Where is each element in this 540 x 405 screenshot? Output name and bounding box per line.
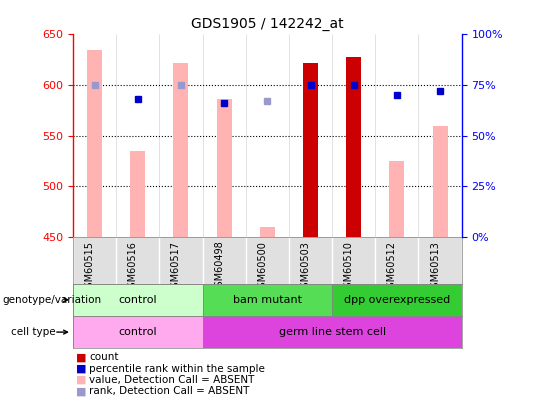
- Text: genotype/variation: genotype/variation: [3, 295, 102, 305]
- Text: ■: ■: [76, 364, 86, 373]
- Text: ■: ■: [76, 386, 86, 396]
- Text: control: control: [118, 295, 157, 305]
- Bar: [303, 63, 318, 237]
- Text: dpp overexpressed: dpp overexpressed: [344, 295, 450, 305]
- Text: GSM60513: GSM60513: [430, 241, 440, 294]
- Text: control: control: [118, 327, 157, 337]
- Text: GSM60498: GSM60498: [214, 241, 224, 293]
- Text: ■: ■: [76, 375, 86, 385]
- Text: GSM60512: GSM60512: [387, 241, 397, 294]
- Bar: [202, 316, 462, 348]
- Text: GSM60500: GSM60500: [257, 241, 267, 294]
- Bar: [73, 284, 202, 316]
- Bar: [389, 161, 404, 237]
- Bar: [260, 227, 275, 237]
- Text: cell type: cell type: [11, 327, 56, 337]
- Text: ■: ■: [76, 352, 86, 362]
- Text: GSM60517: GSM60517: [171, 241, 181, 294]
- Bar: [173, 63, 188, 237]
- Text: percentile rank within the sample: percentile rank within the sample: [89, 364, 265, 373]
- Text: GSM60516: GSM60516: [127, 241, 138, 294]
- Bar: [87, 50, 102, 237]
- Bar: [217, 99, 232, 237]
- Bar: [346, 57, 361, 237]
- Text: germ line stem cell: germ line stem cell: [279, 327, 386, 337]
- Text: rank, Detection Call = ABSENT: rank, Detection Call = ABSENT: [89, 386, 249, 396]
- Bar: [433, 126, 448, 237]
- Bar: [73, 316, 202, 348]
- Text: value, Detection Call = ABSENT: value, Detection Call = ABSENT: [89, 375, 254, 385]
- Bar: [332, 284, 462, 316]
- Text: GSM60503: GSM60503: [300, 241, 310, 294]
- Text: GSM60515: GSM60515: [84, 241, 94, 294]
- Text: bam mutant: bam mutant: [233, 295, 302, 305]
- Title: GDS1905 / 142242_at: GDS1905 / 142242_at: [191, 17, 343, 31]
- Bar: [202, 284, 332, 316]
- Text: GSM60510: GSM60510: [343, 241, 354, 294]
- Text: count: count: [89, 352, 119, 362]
- Bar: [130, 151, 145, 237]
